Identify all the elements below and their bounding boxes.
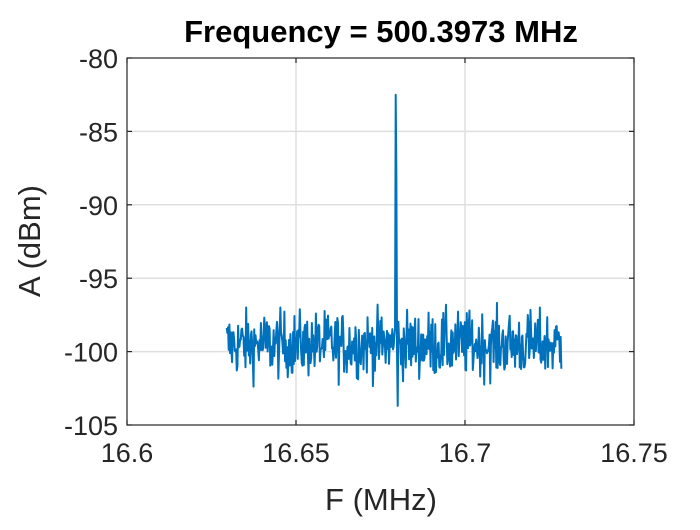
- y-tick-label: -100: [64, 338, 118, 368]
- y-tick-label: -105: [64, 411, 118, 441]
- x-tick-label: 16.65: [262, 438, 330, 468]
- y-tick-label: -80: [79, 44, 118, 74]
- chart-title: Frequency = 500.3973 MHz: [184, 14, 578, 49]
- x-tick-label: 16.75: [600, 438, 668, 468]
- tick-marks: [126, 57, 635, 426]
- x-tick-label: 16.7: [439, 438, 492, 468]
- y-axis-label: A (dBm): [12, 185, 47, 297]
- plot-box: [126, 57, 635, 426]
- series-layer: [225, 93, 563, 407]
- x-tick-labels: 16.6 16.65 16.7 16.75: [101, 438, 668, 468]
- y-tick-label: -95: [79, 264, 118, 294]
- plot-area: [127, 58, 634, 425]
- y-tick-label: -90: [79, 191, 118, 221]
- spectrum-line: [225, 93, 563, 407]
- x-axis-label: F (MHz): [325, 482, 437, 517]
- y-tick-label: -85: [79, 117, 118, 147]
- grid: [127, 58, 634, 425]
- x-tick-label: 16.6: [101, 438, 154, 468]
- y-tick-labels: -105 -100 -95 -90 -85 -80: [64, 44, 118, 441]
